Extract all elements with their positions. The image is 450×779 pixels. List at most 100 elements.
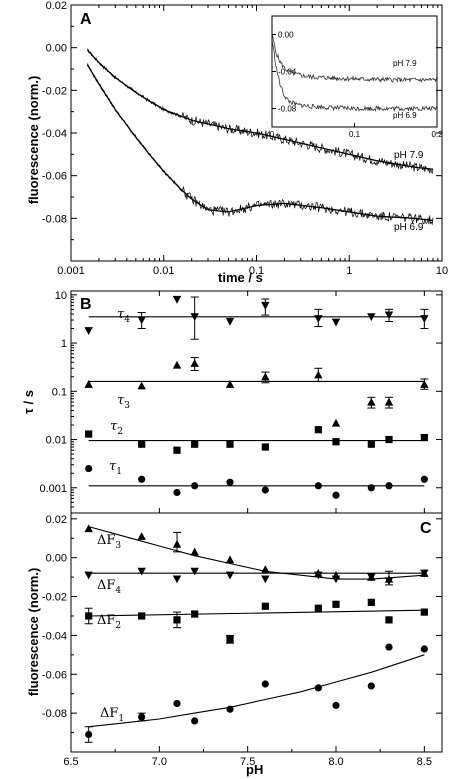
point-ΔF4 [172, 575, 182, 584]
series-fit-ph69 [86, 64, 434, 222]
point-τ3 [225, 380, 235, 388]
point-τ2 [367, 440, 375, 448]
panel-c-ytick-label: -0.08 [42, 708, 67, 720]
series-trace-ph69 [86, 63, 434, 226]
panel-b-ytick-label: 0.01 [46, 435, 67, 447]
panel-b-letter: B [80, 296, 92, 313]
panel-b-ytick-label: 1 [61, 338, 67, 350]
inset-xtick-label: 0.2 [431, 130, 443, 139]
point-ΔF2 [138, 612, 146, 620]
point-ΔF1 [261, 680, 269, 688]
inset-ytick-label: -0.08 [278, 105, 297, 114]
panel-a-axes: 0.001 0.01 0.1 1 10 0.02 0.00 -0.02 -0.04 -0.06 -0… [42, 0, 448, 277]
point-τ3 [331, 418, 341, 427]
point-ΔF4 [420, 569, 429, 578]
point-τ1 [85, 464, 93, 473]
point-ΔF4 [367, 573, 376, 582]
point-τ1 [385, 482, 393, 490]
point-ΔF2 [261, 602, 269, 610]
panel-c-series [84, 524, 429, 743]
panel-b-ytick-label: 10 [55, 290, 67, 302]
inset-label-ph69: pH 6.9 [393, 111, 417, 120]
panel-a-xtick-label: 0.01 [153, 265, 174, 277]
panel-a-ytick-label: -0.08 [42, 213, 67, 225]
series-label-df2: ΔF2 [97, 613, 121, 631]
point-τ2 [226, 440, 234, 448]
point-ΔF1 [332, 701, 340, 709]
series-label-tau4: τ4 [117, 307, 130, 325]
point-ΔF1 [420, 645, 428, 653]
point-ΔF3 [225, 555, 235, 564]
point-ΔF4 [137, 567, 146, 576]
panel-c-frame [70, 512, 443, 753]
point-ΔF2 [420, 608, 428, 616]
panel-c-xtick-label: 7.5 [240, 756, 255, 768]
point-ΔF4 [190, 567, 199, 576]
panel-a-xtick-label: 1 [346, 265, 352, 277]
panel-a-series [86, 48, 434, 226]
series-label-tau3: τ3 [117, 393, 130, 411]
panel-c-ytick-label: 0.00 [46, 553, 67, 565]
point-ΔF1 [385, 643, 393, 651]
point-τ1 [138, 475, 146, 483]
point-τ2 [332, 438, 340, 446]
series-label-ph79: pH 7.9 [394, 150, 424, 161]
panel-c-xlabel: pH [246, 762, 263, 777]
point-ΔF1 [173, 699, 181, 708]
panel-c-xtick-label: 7.0 [152, 756, 167, 768]
panel-a-xtick-label: 10 [436, 265, 448, 277]
point-ΔF3 [190, 547, 199, 556]
point-ΔF2 [332, 600, 340, 608]
panel-c-letter: C [420, 520, 432, 537]
inset-label-ph79: pH 7.9 [393, 59, 417, 68]
panel-a-xtick-label: 0.001 [57, 265, 85, 277]
fit-ΔF3 [88, 526, 425, 580]
point-ΔF2 [314, 604, 322, 612]
panel-c-xtick-label: 8.0 [328, 756, 343, 768]
point-τ3 [137, 381, 146, 390]
point-τ1 [367, 484, 375, 492]
panel-c-xtick-label: 8.5 [417, 756, 432, 768]
point-τ1 [173, 488, 181, 497]
panel-a-ytick-label: 0.00 [46, 43, 67, 55]
inset-xtick-label: 0 [270, 130, 275, 139]
point-ΔF3 [137, 532, 146, 540]
point-τ1 [191, 482, 199, 490]
panel-b: B τ / s 10 1 0.1 0.01 0.001 τ4 τ3 τ2 τ1 [21, 290, 443, 514]
panel-c-ytick-label: 0.02 [46, 514, 67, 526]
panel-a-xtick-label: 0.1 [249, 265, 264, 277]
inset-ytick-label: -0.04 [278, 68, 297, 77]
point-ΔF1 [226, 705, 234, 713]
point-ΔF4 [331, 575, 341, 584]
point-τ4 [84, 327, 93, 335]
panel-a-ytick-label: -0.04 [42, 128, 67, 140]
inset-trace-ph69 [271, 38, 438, 113]
series-label-ph69: pH 6.9 [394, 222, 424, 233]
panel-c-ytick-label: -0.02 [42, 592, 67, 604]
point-τ4 [172, 295, 182, 304]
point-ΔF4 [314, 571, 323, 580]
point-τ2 [261, 443, 269, 451]
point-ΔF2 [367, 598, 375, 606]
point-τ4 [331, 318, 341, 327]
point-τ4 [225, 317, 235, 326]
inset-ytick-label: 0.00 [278, 31, 294, 40]
inset-plot: 0 0.1 0.2 0.00 -0.04 -0.08 pH 7.9 pH 6.9 [270, 15, 443, 139]
panel-a-letter: A [80, 11, 92, 28]
series-label-df1: ΔF1 [100, 706, 124, 724]
point-τ2 [173, 446, 181, 454]
panel-a-ytick-label: 0.02 [46, 0, 67, 12]
panel-a-ytick-label: -0.02 [42, 85, 67, 97]
point-τ2 [420, 433, 428, 442]
point-τ1 [314, 482, 322, 490]
point-ΔF2 [385, 616, 393, 624]
series-label-df4: ΔF4 [97, 578, 121, 596]
panel-c-axes: 6.5 7.0 7.5 8.0 8.5 0.02 0.00 -0.02 -0.04 -0.06 -0… [42, 514, 442, 768]
panel-c-ytick-label: -0.06 [42, 669, 67, 681]
series-label-tau2: τ2 [110, 419, 123, 437]
point-τ2 [138, 440, 146, 448]
point-τ3 [172, 360, 182, 369]
point-τ2 [314, 426, 322, 434]
series-label-df3: ΔF3 [97, 533, 121, 551]
